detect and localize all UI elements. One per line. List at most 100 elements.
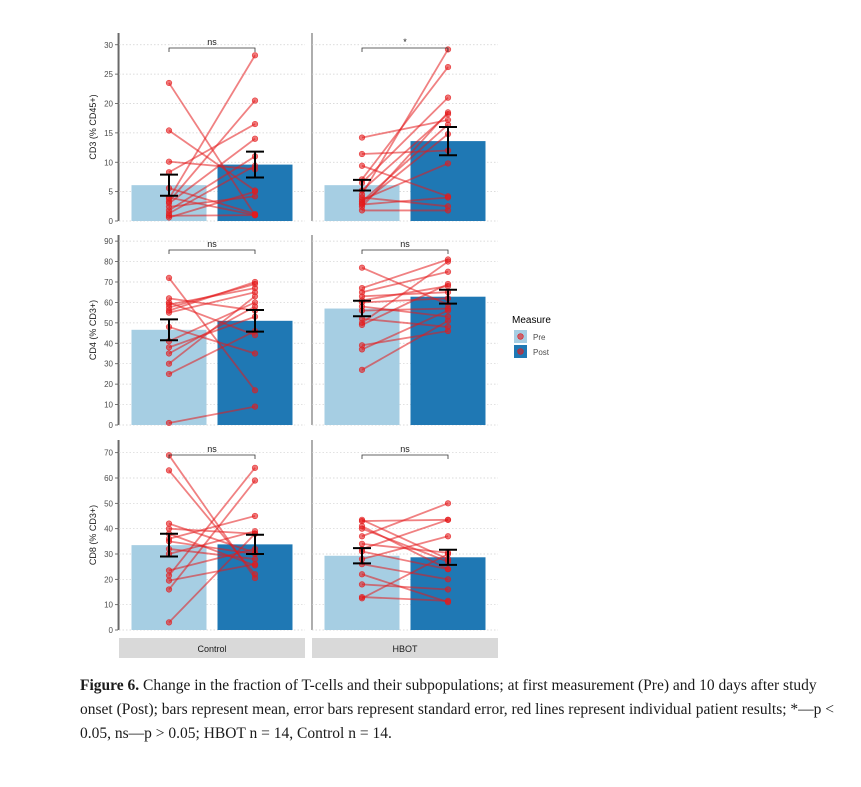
caption-text: Change in the fraction of T-cells and th… — [80, 677, 835, 742]
y-tick-label: 20 — [104, 100, 113, 109]
facet-strip-control — [119, 638, 305, 658]
y-tick-label: 30 — [104, 41, 113, 50]
patient-point-pre — [165, 467, 173, 474]
significance-label: ns — [400, 444, 410, 454]
patient-point-post — [444, 307, 452, 314]
patient-point-pre — [358, 595, 366, 602]
significance-label: * — [403, 37, 407, 47]
patient-point-post — [444, 160, 452, 167]
patient-point-pre — [165, 370, 173, 378]
patient-point-pre — [165, 214, 173, 221]
y-tick-label: 50 — [104, 499, 113, 508]
patient-line — [361, 317, 449, 328]
patient-line — [168, 138, 256, 205]
patient-point-pre — [165, 419, 173, 427]
patient-line — [361, 48, 449, 196]
y-tick-label: 15 — [104, 129, 113, 138]
patient-point-post — [251, 561, 259, 568]
y-tick-label: 20 — [104, 380, 113, 389]
patient-point-pre — [165, 309, 173, 316]
significance-bracket — [168, 249, 256, 254]
patient-line — [361, 283, 449, 326]
patient-point-post — [251, 387, 259, 394]
patient-line — [168, 301, 256, 336]
patient-line — [168, 291, 256, 314]
y-tick-label: 30 — [104, 550, 113, 559]
significance-label: ns — [400, 239, 410, 249]
y-tick-label: 90 — [104, 237, 113, 246]
patient-point-pre — [358, 533, 366, 540]
patient-point-post — [444, 94, 452, 101]
significance-bracket — [361, 454, 449, 459]
patient-point-post — [251, 293, 259, 300]
patient-line — [361, 111, 449, 208]
patient-point-post — [251, 403, 259, 410]
patient-point-pre — [358, 571, 366, 578]
significance-label: ns — [207, 239, 217, 249]
y-tick-label: 70 — [104, 449, 113, 458]
patient-point-pre — [165, 274, 173, 282]
panel-control-1: ns — [118, 235, 305, 427]
patient-point-post — [251, 512, 259, 520]
patient-point-pre — [165, 619, 173, 626]
patient-line — [168, 54, 256, 200]
patient-point-post — [251, 52, 259, 59]
y-tick-label: 30 — [104, 360, 113, 369]
y-tick-label: 60 — [104, 298, 113, 307]
figure-caption: Figure 6. Change in the fraction of T-ce… — [80, 674, 840, 746]
facet-strip-label: HBOT — [392, 644, 418, 654]
patient-line — [168, 190, 256, 219]
patient-line — [361, 123, 449, 203]
patient-point-pre — [165, 127, 173, 134]
patient-point-pre — [165, 577, 173, 584]
patient-line — [361, 307, 449, 312]
patient-line — [168, 405, 256, 424]
significance-label: ns — [207, 444, 217, 454]
patient-line — [361, 583, 449, 591]
patient-point-post — [251, 555, 259, 563]
panel-control-2: ns — [118, 440, 305, 631]
patient-point-pre — [358, 525, 366, 532]
patient-point-pre — [165, 520, 173, 527]
y-tick-label: 0 — [109, 217, 114, 226]
y-tick-label: 70 — [104, 278, 113, 287]
patient-point-post — [444, 207, 452, 214]
legend-entry-label: Post — [533, 348, 550, 357]
patient-point-post — [444, 109, 452, 116]
y-tick-label: 20 — [104, 575, 113, 584]
patient-line — [168, 479, 256, 591]
y-axis-label: CD3 (% CD45+) — [88, 94, 98, 159]
patient-point-post — [444, 327, 452, 335]
patient-line — [168, 315, 256, 349]
patient-point-pre — [358, 366, 366, 373]
patient-line — [361, 119, 449, 139]
patient-line — [168, 467, 256, 577]
patient-line — [168, 527, 256, 535]
patient-point-pre — [165, 572, 173, 579]
patient-line — [361, 553, 449, 600]
patient-line — [361, 291, 449, 298]
legend-title: Measure — [512, 315, 551, 326]
patient-line — [168, 532, 256, 567]
patient-line — [168, 123, 256, 174]
patient-point-pre — [358, 134, 366, 141]
patient-point-post — [444, 317, 452, 324]
patient-point-pre — [358, 517, 366, 525]
patient-line — [361, 320, 449, 371]
patient-line — [168, 548, 256, 572]
patient-line — [168, 563, 256, 582]
patient-line — [168, 155, 256, 212]
patient-point-pre — [358, 264, 366, 271]
patient-point-pre — [358, 321, 366, 328]
patient-line — [168, 164, 256, 215]
patient-line — [168, 99, 256, 203]
patient-line — [168, 326, 256, 355]
legend-marker — [517, 333, 524, 340]
patient-line — [361, 305, 449, 318]
patient-point-post — [444, 516, 452, 523]
patient-line — [361, 535, 449, 560]
patient-line — [168, 295, 256, 365]
y-tick-label: 60 — [104, 474, 113, 483]
figure-canvas: CD3 (% CD45+) 0 5 10 15 20 25 30 ns * CD4 (% CD3+)… — [88, 33, 551, 658]
y-tick-label: 5 — [109, 188, 114, 197]
